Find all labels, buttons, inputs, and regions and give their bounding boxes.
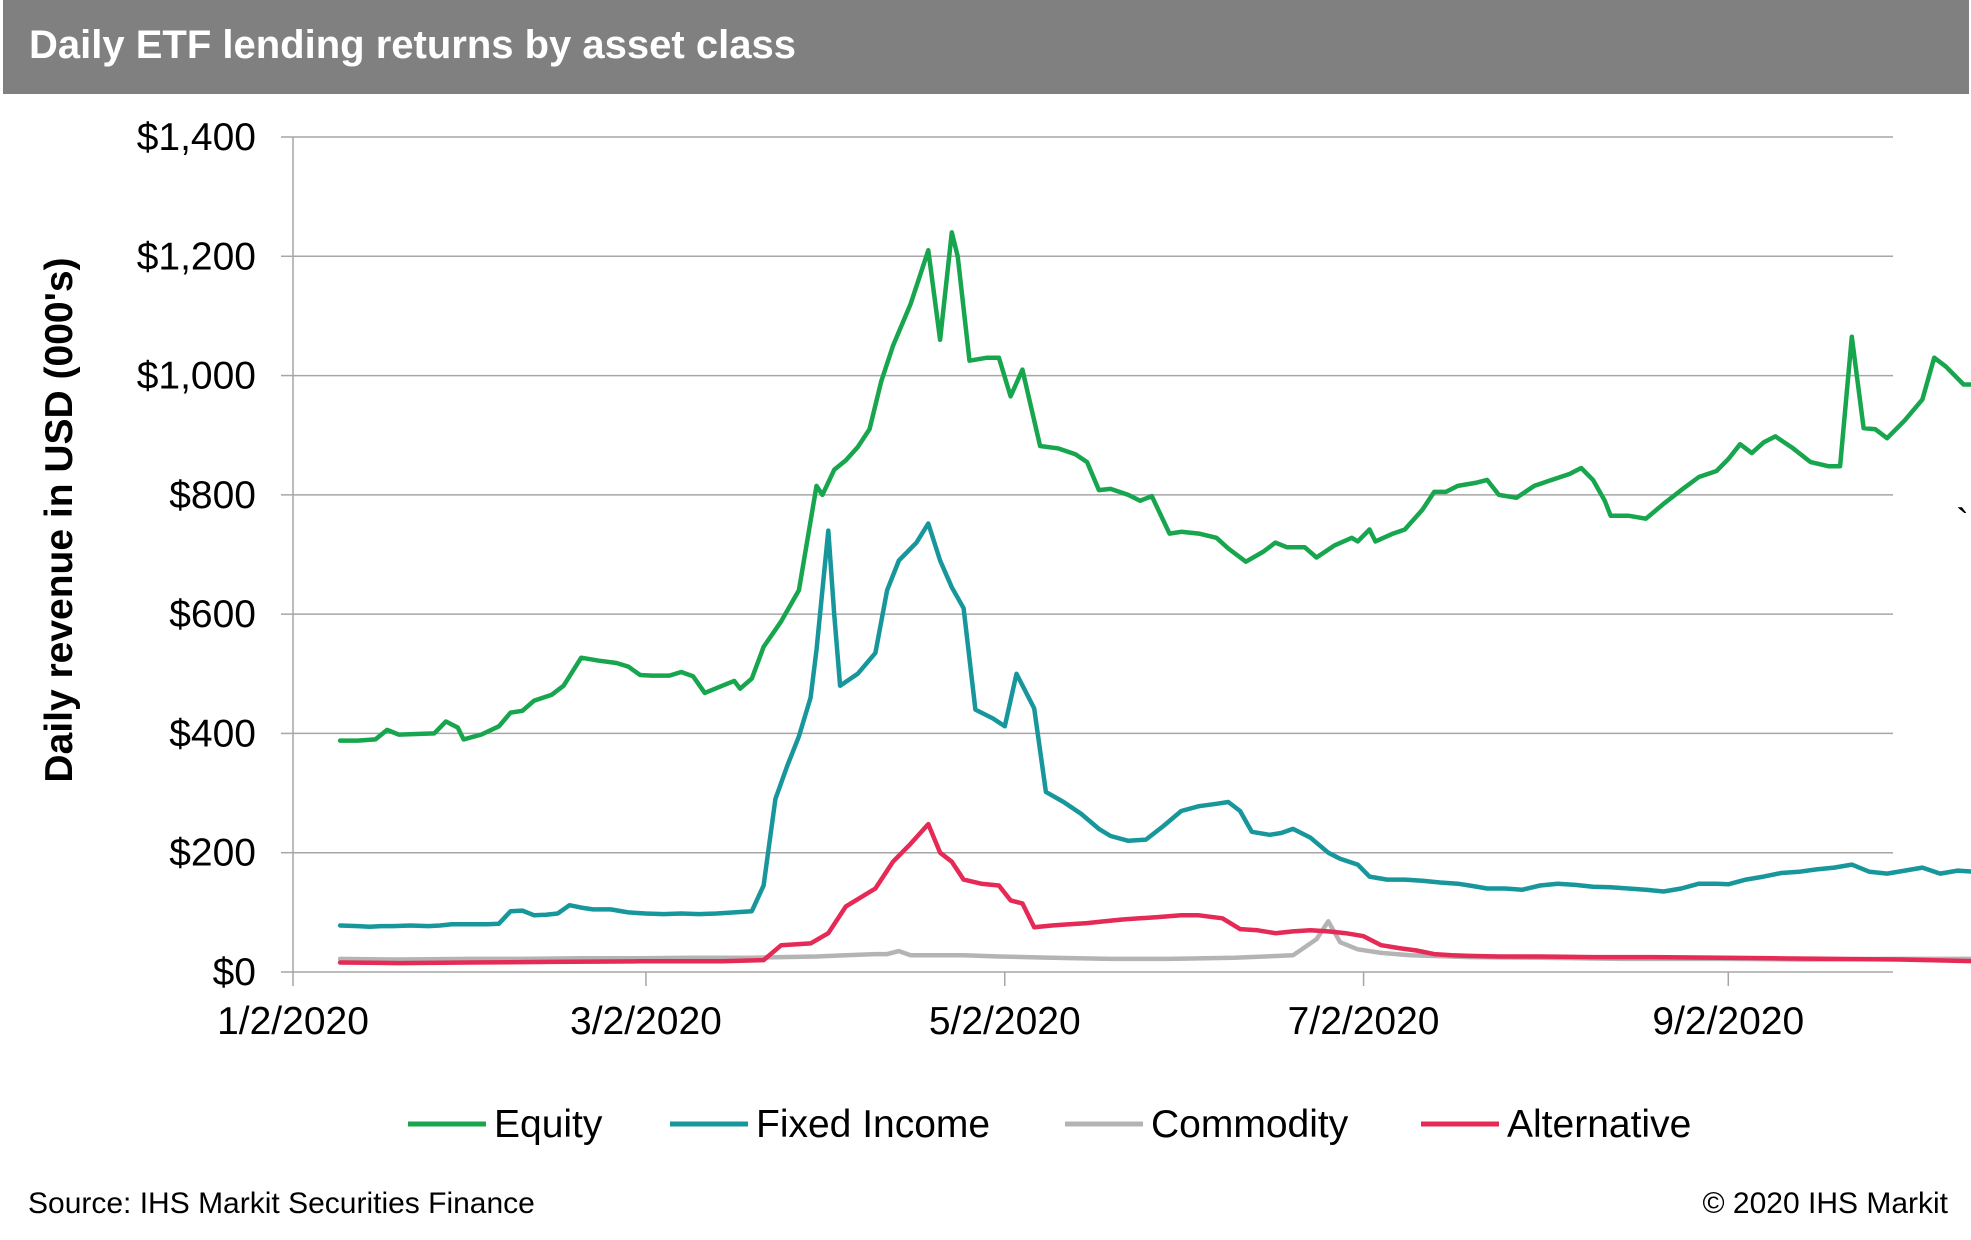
- y-tick-label: $1,200: [137, 235, 256, 278]
- y-tick-label: $800: [169, 474, 256, 517]
- y-tick-label: $0: [213, 951, 256, 994]
- legend-label-fixed-income: Fixed Income: [756, 1103, 990, 1146]
- x-tick-label: 3/2/2020: [570, 1000, 722, 1043]
- y-axis-label: Daily revenue in USD (000's): [38, 257, 81, 782]
- x-tick-label: 5/2/2020: [929, 1000, 1081, 1043]
- title-bar: Daily ETF lending returns by asset class: [3, 0, 1969, 94]
- x-tick-label: 9/2/2020: [1652, 1000, 1804, 1043]
- legend-label-alternative: Alternative: [1507, 1103, 1691, 1146]
- y-tick-label: $1,400: [137, 116, 256, 159]
- copyright-note: © 2020 IHS Markit: [1702, 1187, 1948, 1220]
- series-line-commodity: [337, 919, 1971, 962]
- gridlines: [293, 136, 1893, 854]
- x-tick-label: 1/2/2020: [217, 1000, 369, 1043]
- legend-label-commodity: Commodity: [1151, 1103, 1349, 1146]
- series-lines: [337, 230, 1971, 966]
- source-note: Source: IHS Markit Securities Finance: [28, 1187, 535, 1220]
- x-axis-ticks: 1/2/2020 3/2/2020 5/2/2020 7/2/2020 9/2/2020: [217, 972, 1804, 1043]
- y-tick-label: $200: [169, 832, 256, 875]
- series-line-alternative: [337, 821, 1971, 966]
- y-axis-ticks: $0 $200 $400 $600 $800 $1,000 $1,200 $1,400: [137, 116, 293, 994]
- series-line-fixed-income: [337, 521, 1971, 929]
- y-tick-label: $600: [169, 593, 256, 636]
- series-line-equity: [337, 230, 1971, 743]
- legend-label-equity: Equity: [494, 1103, 603, 1146]
- x-tick-label: 7/2/2020: [1288, 1000, 1440, 1043]
- legend: Equity Fixed Income Commodity Alternative: [408, 1103, 1691, 1146]
- chart-title: Daily ETF lending returns by asset class: [29, 23, 796, 67]
- y-tick-label: $400: [169, 712, 256, 755]
- stray-mark: `: [1956, 502, 1969, 545]
- y-tick-label: $1,000: [137, 355, 256, 398]
- axes: [292, 137, 1893, 973]
